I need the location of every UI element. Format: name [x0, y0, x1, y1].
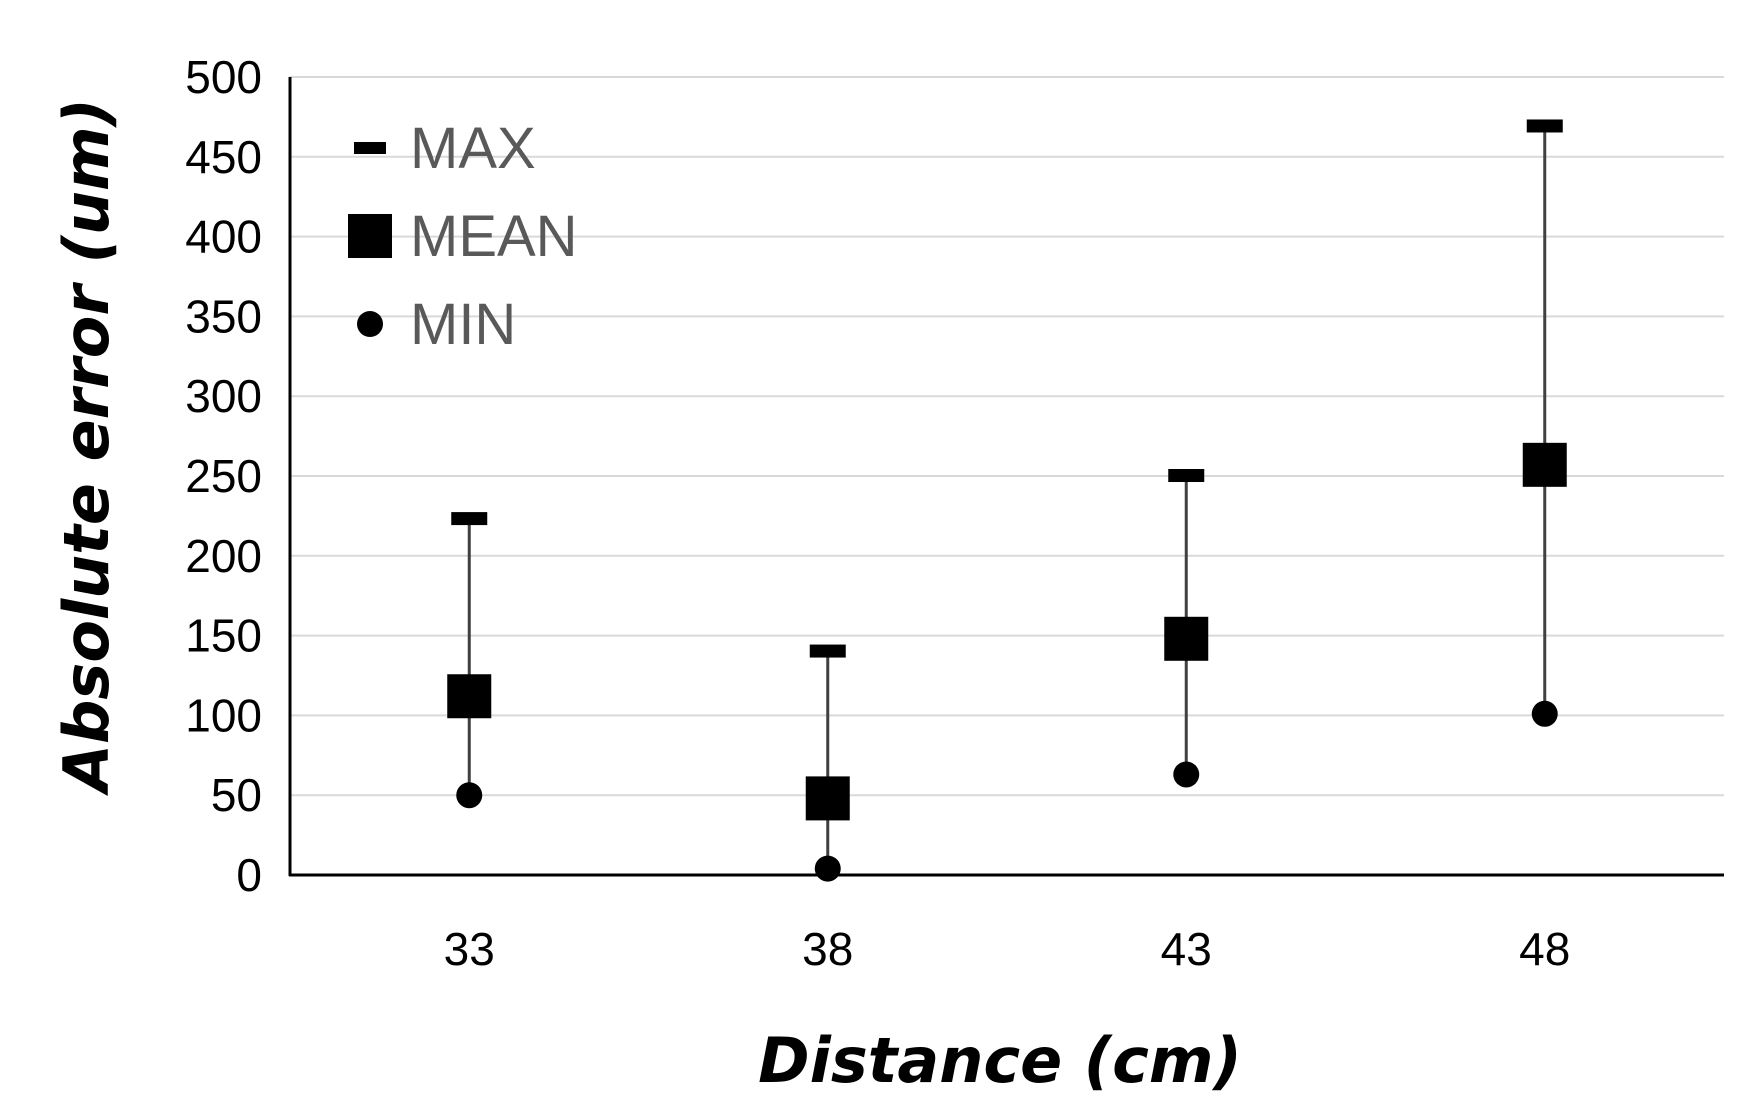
mean-marker: [805, 776, 850, 821]
legend-max-symbol: [354, 142, 386, 154]
y-axis-title: Absolute error (um): [50, 98, 123, 797]
legend-label: MEAN: [410, 204, 578, 269]
y-tick-labels: 0 50 100 150 200 250 300 350 400 450 500: [185, 51, 262, 901]
y-tick-label: 300: [185, 370, 262, 422]
y-tick-label: 350: [185, 290, 262, 342]
x-tick-label: 33: [444, 923, 495, 975]
y-tick-label: 200: [185, 530, 262, 582]
y-tick-label: 0: [236, 849, 262, 901]
data-markers: [447, 119, 1567, 882]
legend: MAX MEAN MIN: [348, 116, 578, 357]
x-axis-title: Distance (cm): [758, 1024, 1242, 1097]
x-tick-label: 48: [1519, 923, 1570, 975]
max-marker: [809, 644, 846, 658]
legend-min-symbol: [357, 311, 383, 337]
max-marker: [1168, 469, 1205, 482]
max-marker: [1526, 119, 1563, 133]
axes: [288, 77, 1724, 877]
legend-label: MAX: [410, 116, 536, 181]
max-marker: [451, 512, 488, 526]
y-tick-label: 50: [211, 769, 262, 821]
min-marker: [1173, 761, 1200, 788]
min-marker: [1531, 700, 1558, 727]
legend-mean-symbol: [348, 214, 392, 258]
x-tick-label: 43: [1161, 923, 1212, 975]
legend-label: MIN: [410, 292, 516, 357]
y-tick-label: 250: [185, 450, 262, 502]
x-tick-labels: 33 38 43 48: [444, 923, 1571, 975]
mean-marker: [1164, 616, 1209, 661]
whiskers: [467, 126, 1547, 869]
y-tick-label: 150: [185, 610, 262, 662]
mean-marker: [447, 674, 492, 719]
min-marker: [456, 782, 483, 809]
y-tick-label: 450: [185, 131, 262, 183]
mean-marker: [1522, 442, 1567, 487]
min-marker: [814, 855, 841, 882]
gridlines: [290, 76, 1724, 797]
x-tick-label: 38: [802, 923, 853, 975]
y-tick-label: 400: [185, 211, 262, 263]
y-tick-label: 500: [185, 51, 262, 103]
y-tick-label: 100: [185, 689, 262, 741]
